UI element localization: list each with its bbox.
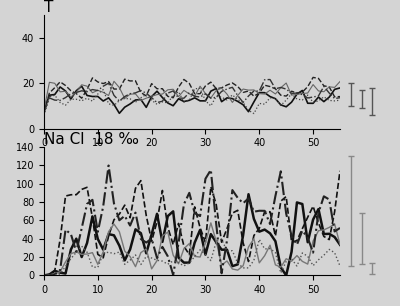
Text: Na Cl  18 ‰: Na Cl 18 ‰ — [44, 132, 139, 147]
Text: T: T — [44, 0, 53, 15]
